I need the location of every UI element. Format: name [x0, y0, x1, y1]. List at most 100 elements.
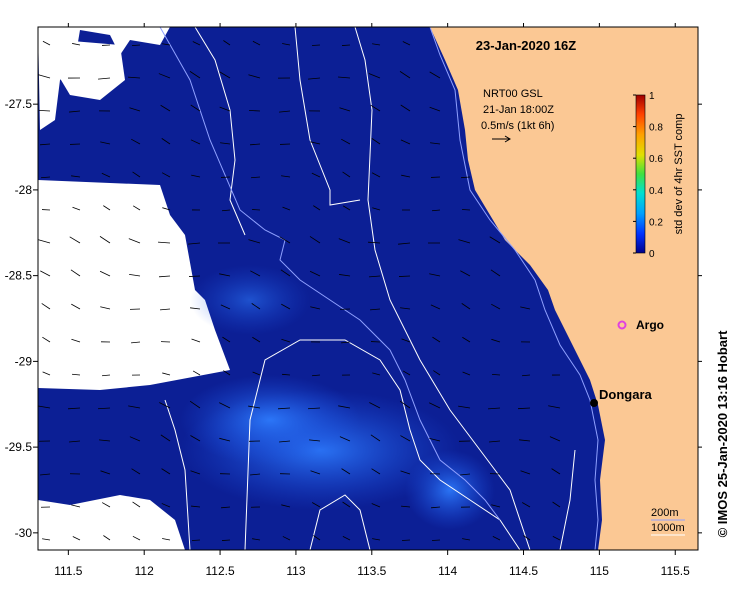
current-vector — [460, 270, 471, 277]
current-vector — [250, 473, 261, 476]
current-vector — [158, 241, 171, 244]
current-vector — [458, 405, 471, 409]
current-vector — [103, 535, 111, 541]
current-vector — [342, 535, 351, 541]
y-tick-label: -28.5 — [5, 269, 33, 283]
current-legend-time: 21-Jan 18:00Z — [483, 104, 554, 116]
current-vector — [281, 504, 291, 508]
current-vector — [458, 239, 471, 244]
x-tick-label: 113.5 — [357, 564, 386, 578]
current-vector — [188, 275, 201, 277]
current-vector — [372, 43, 381, 46]
y-tick-label: -30 — [15, 526, 33, 540]
current-vector — [339, 436, 351, 442]
current-vector — [190, 470, 201, 475]
current-vector — [488, 407, 501, 410]
current-vector — [399, 71, 411, 79]
current-vector — [281, 175, 291, 178]
current-vector — [371, 172, 381, 178]
current-vector — [431, 539, 441, 541]
current-vector — [69, 236, 81, 244]
current-vector — [401, 539, 411, 541]
current-vector — [402, 370, 411, 376]
current-vector — [279, 236, 291, 244]
current-vector — [100, 470, 111, 475]
colorbar-gradient — [635, 94, 646, 254]
current-vector — [491, 504, 501, 508]
colorbar-tick-label: 1 — [649, 91, 655, 102]
current-vector — [248, 74, 261, 79]
current-vector — [162, 43, 171, 46]
current-vector — [371, 138, 381, 145]
current-vector — [342, 205, 351, 211]
current-vector — [367, 241, 381, 244]
current-vector — [310, 306, 321, 310]
current-vector — [219, 402, 231, 409]
current-vector — [311, 502, 321, 508]
current-vector — [101, 374, 111, 377]
map-plot-area — [38, 27, 698, 550]
isobath-1000m-right — [559, 449, 576, 550]
current-vector — [71, 303, 81, 310]
current-vector — [309, 236, 321, 244]
current-vector — [462, 538, 471, 541]
current-vector — [491, 303, 501, 310]
current-vector — [72, 43, 81, 46]
current-vector — [401, 174, 411, 178]
isobath-legend: 200m 1000m — [651, 507, 685, 536]
current-vector — [101, 172, 111, 178]
current-vector — [430, 142, 441, 145]
current-vector — [429, 402, 441, 409]
x-axis: 111.5 112 112.5 113 113.5 114 114.5 115 115.5 — [54, 23, 690, 578]
current-vector — [368, 73, 381, 79]
current-vector — [371, 468, 381, 475]
current-vector — [278, 407, 291, 410]
current-vector — [103, 205, 111, 211]
current-vector — [369, 402, 381, 409]
current-vector — [41, 303, 51, 310]
land-western-australia — [430, 27, 698, 550]
current-vector — [400, 104, 411, 112]
current-vector — [400, 435, 411, 442]
x-tick-label: 114.5 — [509, 564, 538, 578]
current-vector — [310, 470, 321, 475]
current-vector — [190, 435, 201, 442]
current-vector — [132, 171, 141, 178]
current-vector — [520, 306, 531, 310]
current-vector — [99, 236, 111, 244]
sst-variability-patch — [180, 375, 360, 465]
current-vector — [338, 76, 351, 79]
dongara-label: Dongara — [599, 387, 653, 402]
current-vector — [431, 209, 441, 212]
current-vector — [548, 405, 561, 409]
plot-frame — [37, 26, 699, 551]
current-vector — [402, 41, 411, 46]
current-vector — [308, 77, 321, 80]
current-vector — [42, 40, 51, 46]
x-tick-label: 115 — [590, 564, 609, 578]
current-vector — [190, 139, 201, 145]
current-vector — [372, 207, 381, 211]
current-vector — [221, 209, 231, 212]
arrow-head-icon — [504, 135, 511, 143]
current-vector — [519, 439, 531, 442]
current-vector — [99, 439, 111, 442]
current-vector — [71, 175, 81, 178]
current-vector — [311, 374, 321, 377]
current-vector — [521, 374, 531, 377]
current-vector — [313, 535, 321, 541]
current-vector — [98, 77, 111, 80]
current-vector — [69, 440, 81, 443]
current-vector — [429, 71, 441, 79]
current-vector — [461, 209, 471, 211]
argo-icon — [617, 320, 627, 330]
town-dot-icon — [590, 399, 598, 407]
colorbar-tick-label: 0.6 — [649, 154, 663, 165]
current-vector — [523, 535, 531, 541]
current-vector — [250, 270, 261, 277]
current-vector — [71, 338, 81, 343]
current-vector — [552, 501, 561, 508]
current-vector — [400, 307, 411, 310]
current-vector — [248, 405, 261, 409]
